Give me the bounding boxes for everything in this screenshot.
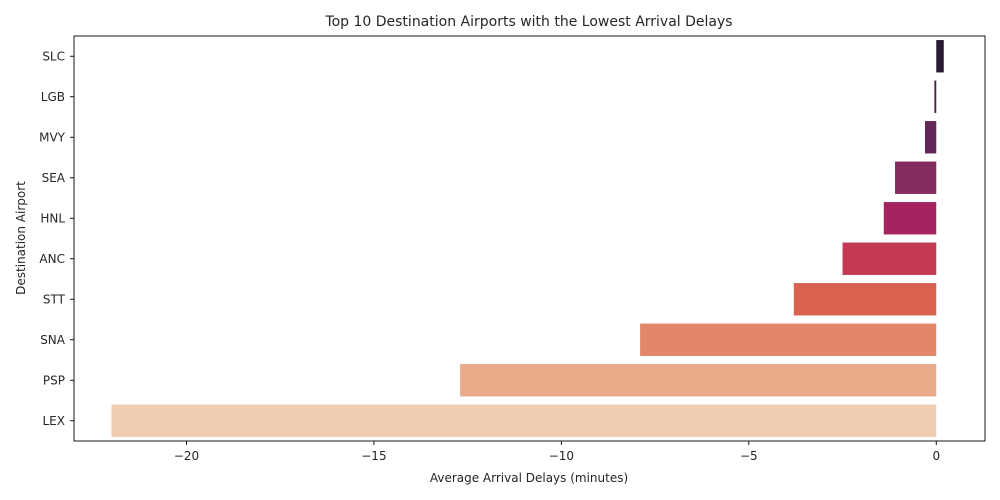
y-axis-label: Destination Airport	[14, 181, 28, 295]
chart-title: Top 10 Destination Airports with the Low…	[324, 14, 732, 30]
x-tick-label: −5	[740, 449, 758, 463]
bar-slc	[936, 40, 944, 73]
bar-sna	[640, 323, 937, 356]
bar-mvy	[925, 121, 937, 154]
x-tick-label: −20	[174, 449, 199, 463]
bars-group	[111, 40, 944, 437]
y-tick-label: LEX	[43, 414, 66, 428]
bar-sea	[895, 161, 937, 194]
x-tick-label: −10	[549, 449, 574, 463]
y-tick-label: SNA	[40, 333, 66, 347]
y-tick-label: MVY	[39, 130, 66, 144]
bar-lgb	[934, 80, 937, 113]
x-tick-label: 0	[932, 449, 940, 463]
bar-psp	[460, 364, 937, 397]
y-tick-label: SLC	[42, 49, 65, 63]
x-axis-label: Average Arrival Delays (minutes)	[430, 471, 628, 485]
bar-hnl	[883, 202, 937, 235]
y-tick-label: SEA	[42, 171, 66, 185]
bar-anc	[842, 242, 937, 275]
x-tick-label: −15	[361, 449, 386, 463]
y-tick-label: STT	[43, 292, 66, 306]
y-tick-label: PSP	[43, 373, 65, 387]
y-axis-ticks: SLC LGB MVY SEA HNL ANC STT SNA PSP LEX	[39, 49, 74, 428]
bar-stt	[793, 283, 937, 316]
y-tick-label: ANC	[39, 252, 65, 266]
y-tick-label: HNL	[40, 211, 65, 225]
x-axis-ticks: −20 −15 −10 −5 0	[174, 441, 940, 463]
plot-frame	[73, 35, 986, 442]
y-tick-label: LGB	[41, 90, 65, 104]
bar-lex	[111, 404, 937, 437]
